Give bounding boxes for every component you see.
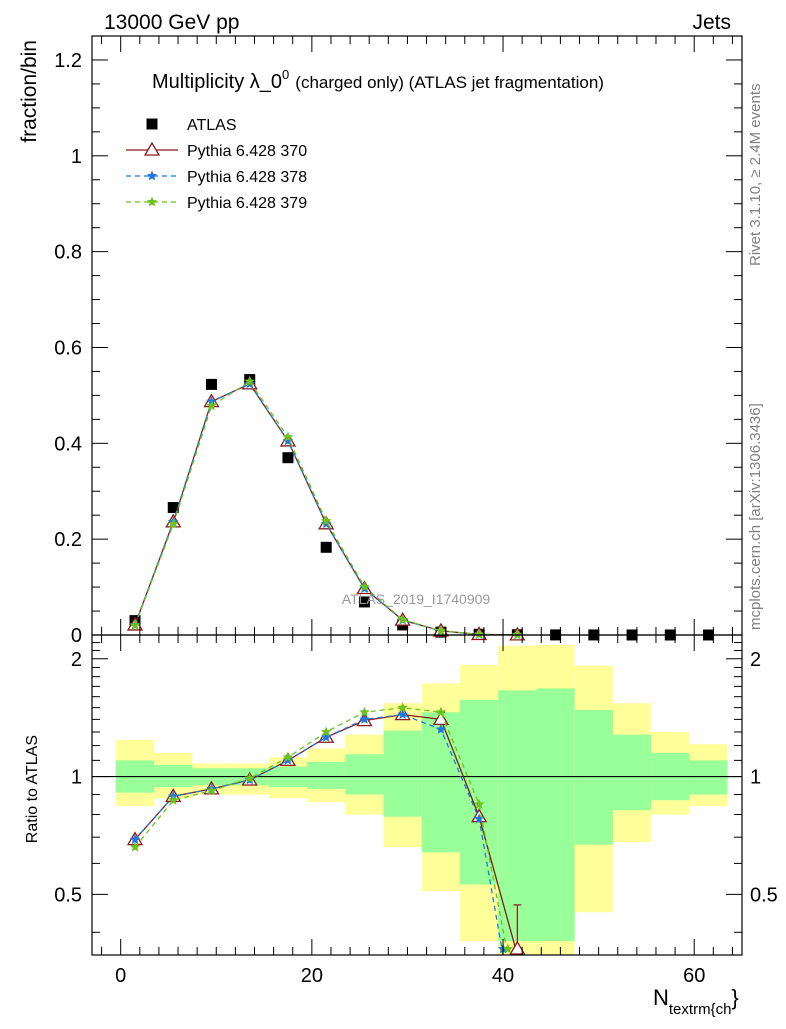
ratio-point-py379 (244, 772, 255, 783)
ratio-band-inner (345, 754, 384, 795)
x-axis-label-close: } (731, 985, 738, 1010)
legend-marker-py370 (143, 141, 161, 156)
ratio-point-py379 (282, 751, 294, 762)
main-y-tick-label: 1 (71, 146, 82, 168)
legend-label-py379: Pythia 6.428 379 (187, 195, 307, 212)
main-y-tick-label: 0.2 (54, 529, 82, 551)
main-point-py379 (168, 518, 179, 529)
ratio-y-tick-label: 0.5 (54, 884, 82, 906)
x-axis-label-subscript: textrm{ch (669, 1001, 732, 1018)
main-point-py379 (244, 376, 255, 386)
main-point-py379 (397, 614, 408, 625)
x-axis-label-main: N (653, 985, 669, 1010)
main-y-axis-label: fraction/bin (18, 40, 41, 143)
header-energy: 13000 GeV pp (104, 11, 239, 34)
legend-label-data: ATLAS (187, 117, 237, 134)
main-point-data (167, 502, 179, 514)
main-y-tick-label: 0.4 (54, 433, 82, 455)
ratio-point-py378 (359, 713, 370, 724)
main-y-tick-label: 0.8 (54, 242, 82, 264)
main-series-py379 (129, 376, 523, 640)
main-title: Multiplicity λ_00 (charged only) (ATLAS j… (152, 67, 604, 93)
main-title-rest: (charged only) (ATLAS jet fragmentation) (295, 73, 604, 92)
main-point-py379 (129, 619, 141, 630)
ratio-band-inner (498, 690, 537, 942)
main-point-data (358, 596, 370, 608)
ratio-point-py379 (435, 706, 447, 717)
ratio-point-py378 (321, 731, 332, 742)
ratio-band-inner (612, 734, 652, 811)
ratio-point-py379 (473, 798, 485, 809)
header-process: Jets (692, 11, 731, 34)
ratio-point-py378 (397, 709, 408, 719)
ratio-band-inner (460, 699, 499, 885)
legend-marker-py378 (146, 170, 158, 181)
legend-marker-data (146, 118, 158, 130)
ratio-point-py379 (129, 841, 141, 852)
main-plot: 00.20.40.60.811.2 Multiplicity λ_00 (char… (18, 35, 743, 647)
ratio-y-axis-label: Ratio to ATLAS (24, 735, 41, 843)
x-axis-label: Ntextrm{ch} (653, 985, 739, 1018)
ratio-point-py370 (509, 940, 526, 955)
ratio-band-inner (421, 712, 461, 853)
x-tick-label: 60 (683, 965, 705, 987)
main-point-py379 (282, 431, 294, 442)
main-point-py379 (321, 515, 332, 526)
ratio-band-inner (574, 709, 613, 845)
main-point-py379 (359, 581, 370, 592)
ratio-point-py379 (502, 943, 513, 954)
ratio-point-py379 (321, 726, 332, 737)
legend-marker-py379 (146, 196, 158, 207)
ratio-point-py378 (129, 834, 141, 845)
main-point-data (205, 378, 217, 390)
legend-label-py370: Pythia 6.428 370 (187, 143, 307, 160)
ratio-point-py379 (168, 794, 179, 805)
legend-label-py378: Pythia 6.428 378 (187, 169, 307, 186)
ratio-point-py379 (397, 702, 408, 713)
main-series-line-py379 (134, 380, 518, 636)
main-point-data (320, 541, 332, 553)
main-y-tick-label: 0.6 (54, 337, 82, 359)
ratio-band-inner (307, 761, 346, 789)
ratio-plot: 0.5 0.51 12 20 20 40 60 Ratio to ATLAS Ntextrm… (24, 634, 778, 1018)
main-point-py379 (206, 400, 217, 411)
ratio-y-tick-label: 2 (71, 649, 82, 671)
legend: ATLAS Pythia 6.428 370 Pythia 6.428 378 Pyt… (126, 117, 307, 212)
ratio-band-inner (383, 730, 422, 817)
main-y-tick-label: 0 (71, 625, 82, 647)
ratio-y-tick-label-right: 1 (750, 767, 761, 789)
main-point-data (282, 452, 294, 464)
ratio-point-py378 (435, 723, 447, 734)
analysis-watermark: ATLAS_2019_I1740909 (342, 591, 491, 607)
main-point-py379 (473, 628, 485, 639)
ratio-point-py378 (282, 754, 294, 765)
ratio-series-py379 (129, 702, 513, 956)
mcplots-label: mcplots.cern.ch [arXiv:1306.3436] (747, 403, 764, 630)
x-tick-label: 40 (492, 965, 514, 987)
ratio-series-line-py378 (134, 713, 504, 956)
ratio-point-py379 (359, 706, 370, 717)
main-point-py379 (435, 625, 447, 636)
ratio-plot-frame (91, 634, 743, 956)
ratio-y-tick-label-right: 0.5 (750, 884, 778, 906)
main-title-text: Multiplicity λ_0 (152, 71, 282, 93)
ratio-band-inner (536, 688, 575, 942)
ratio-y-tick-label: 1 (71, 767, 82, 789)
ratio-y-tick-label-right: 2 (750, 649, 761, 671)
x-tick-label: 20 (301, 965, 323, 987)
rivet-version-label: Rivet 3.1.10, ≥ 2.4M events (747, 84, 764, 267)
ratio-band-inner (689, 760, 728, 795)
ratio-point-py379 (206, 785, 217, 796)
ratio-point-py378 (473, 813, 485, 824)
main-title-superscript: 0 (282, 67, 289, 82)
x-tick-label: 0 (115, 965, 126, 987)
main-y-tick-label: 1.2 (54, 50, 82, 72)
